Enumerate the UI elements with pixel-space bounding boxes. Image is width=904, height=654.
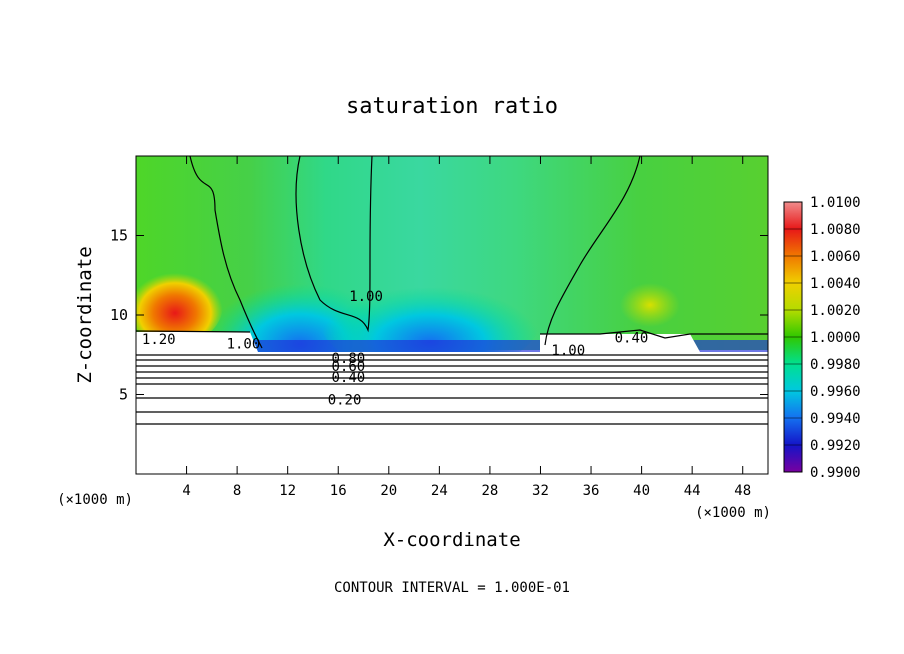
- colorbar-tick-label: 0.9920: [810, 438, 861, 454]
- colorbar-tick-label: 1.0000: [810, 330, 861, 346]
- subsaturated-region: [136, 352, 768, 474]
- contour-label: 1.00: [551, 343, 585, 359]
- contour-label: 1.00: [349, 289, 383, 305]
- contour-saturation-right: [544, 156, 641, 346]
- x-tick-label: 12: [279, 483, 296, 499]
- contour-label: 0.40: [615, 330, 649, 346]
- contour-label: 0.40: [331, 370, 365, 386]
- x-tick-label: 40: [633, 483, 650, 499]
- chart-title: saturation ratio: [346, 94, 558, 119]
- colorbar-tick-label: 0.9940: [810, 411, 861, 427]
- colorbar-labels: 1.0100 1.0080 1.0060 1.0040 1.0020 1.0000 0.99…: [784, 195, 861, 481]
- x-tick-label: 28: [481, 483, 498, 499]
- colorbar-tick-label: 1.0080: [810, 222, 861, 238]
- y-tick-label: 5: [119, 386, 128, 404]
- contour-1-20: [136, 330, 251, 333]
- y-tick-label: 15: [110, 227, 128, 245]
- plot-area: 1.20 1.001.000.800.600.400.201.000.40: [136, 156, 768, 474]
- x-tick-label: 36: [583, 483, 600, 499]
- contour-interval-note: CONTOUR INTERVAL = 1.000E-01: [334, 580, 570, 596]
- contour-label: 1.20: [142, 332, 176, 348]
- x-tick-label: 8: [233, 483, 241, 499]
- cloud-top-white: [136, 332, 700, 352]
- contour-1-00-right: [540, 329, 768, 339]
- x-unit-right: (×1000 m): [695, 505, 771, 521]
- x-tick-label: 16: [330, 483, 347, 499]
- y-axis-label: Z-coordinate: [74, 246, 96, 383]
- x-tick-label: 4: [182, 483, 190, 499]
- hot-region-left: [136, 265, 223, 345]
- colorbar-tick-label: 0.9960: [810, 384, 861, 400]
- x-tick-label: 20: [380, 483, 397, 499]
- contour-lines: [136, 156, 768, 425]
- colorbar-tick-label: 1.0020: [810, 303, 861, 319]
- y-tick-label: 10: [110, 306, 128, 324]
- contour-labels: 1.20 1.001.000.800.600.400.201.000.40: [142, 289, 648, 408]
- y-axis: 5 10 15: [110, 227, 768, 404]
- x-unit-left: (×1000 m): [57, 492, 133, 508]
- colorbar: 1.0100 1.0080 1.0060 1.0040 1.0020 1.0000 0.99…: [783, 195, 861, 481]
- contour-saturation-left: [189, 156, 263, 349]
- x-axis-label: X-coordinate: [383, 529, 520, 551]
- contour-label: 0.20: [328, 392, 362, 408]
- x-tick-label: 44: [684, 483, 701, 499]
- colorbar-tick-label: 0.9900: [810, 465, 861, 481]
- colorbar-tick-label: 1.0100: [810, 195, 861, 211]
- contour-label: 0.80: [331, 351, 365, 367]
- yellow-region-right: [620, 283, 680, 327]
- contour-label: 0.60: [331, 359, 365, 375]
- contour-label: 1.00: [227, 337, 261, 353]
- contour-saturation-center: [295, 156, 373, 333]
- x-tick-label: 24: [431, 483, 448, 499]
- x-tick-label: 32: [532, 483, 549, 499]
- x-axis: 4 8 12 16 20 24 28 32 36 40 44 48: [182, 156, 751, 499]
- colorbar-tick-label: 1.0040: [810, 276, 861, 292]
- colorbar-tick-label: 0.9980: [810, 357, 861, 373]
- colorbar-tick-label: 1.0060: [810, 249, 861, 265]
- x-tick-label: 48: [734, 483, 751, 499]
